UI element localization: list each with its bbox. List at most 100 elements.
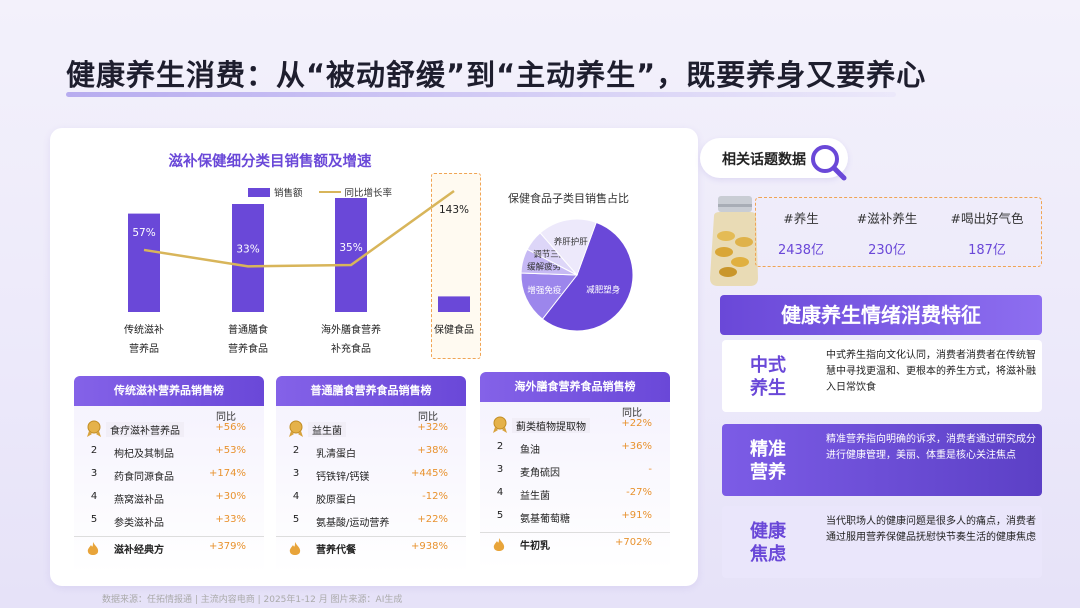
feature-tag-line2: 营养 — [750, 462, 786, 483]
rank-number: 4 — [496, 487, 504, 498]
category-label: 普通膳食 营养食品 — [228, 325, 268, 355]
medal-icon — [87, 420, 101, 437]
growth-line — [143, 189, 455, 268]
bar-chart-title: 滋补保健细分类目销售额及增速 — [168, 154, 372, 170]
rank-name: 食疗滋补营养品 — [106, 422, 184, 437]
ranking-row: 3 麦角硫因 - — [480, 460, 670, 482]
rank-number: 3 — [496, 464, 504, 475]
ranking-row: 4 胶原蛋白 -12% — [276, 487, 466, 509]
rank-yoy: +445% — [411, 468, 448, 479]
pie-chart-title: 保健食品子类目销售占比 — [508, 192, 629, 205]
hot-yoy: +702% — [615, 537, 652, 548]
topic-stat-1: #养生 2438亿 — [756, 208, 846, 258]
legend-line-swatch — [318, 190, 341, 194]
ranking-hot-row: 滋补经典方 +379% — [74, 536, 264, 562]
rank-number: 5 — [90, 514, 98, 525]
rank-yoy: +22% — [621, 418, 652, 429]
title-underline — [66, 92, 896, 97]
rank-yoy: +53% — [215, 445, 246, 456]
rank-number: 4 — [292, 491, 300, 502]
growth-label: 33% — [236, 243, 259, 255]
feature-tag-line1: 健康 — [750, 521, 786, 542]
topic-value: 187亿 — [968, 243, 1006, 258]
fire-icon — [289, 542, 301, 555]
rank-name: 鱼油 — [520, 445, 540, 456]
rank-name: 药食同源食品 — [114, 472, 174, 483]
rank-yoy: +174% — [209, 468, 246, 479]
feature-tag-line1: 中式 — [750, 355, 786, 376]
bar — [438, 296, 470, 312]
rank-number: 2 — [496, 441, 504, 452]
feature-row-1: 中式 养生 中式养生指向文化认同，消费者消费者在传统智慧中寻找更温和、更根本的养生… — [722, 340, 1042, 412]
rank-number: 3 — [90, 468, 98, 479]
ranking-yoy-header: 同比 — [622, 408, 642, 419]
bar-chart: 57% 33% 35% 143% — [128, 189, 470, 312]
ranking-row: 3 钙铁锌/钙镁 +445% — [276, 464, 466, 486]
ranking-row: 2 鱼油 +36% — [480, 437, 670, 459]
rank-number: 5 — [496, 510, 504, 521]
page-title: 健康养生消费：从“被动舒缓”到“主动养生”，既要养身又要养心 — [66, 58, 927, 92]
ranking-row: 5 氨基葡萄糖 +91% — [480, 506, 670, 528]
main-card: 滋补保健细分类目销售额及增速 销售额 同比增长率 57% 33% 35% 143% 传… — [50, 128, 698, 586]
fire-icon — [493, 538, 505, 551]
topic-tag: #养生 — [783, 211, 819, 226]
rank-name: 胶原蛋白 — [316, 495, 356, 506]
magnifier-icon — [811, 145, 847, 181]
ranking-row: 食疗滋补营养品 +56% — [74, 418, 264, 440]
feature-tag-line2: 养生 — [750, 378, 786, 399]
medal-icon — [289, 420, 303, 437]
rank-number: 2 — [292, 445, 300, 456]
medal-icon — [493, 416, 507, 433]
feature-tag-line2: 焦虑 — [750, 544, 786, 565]
ranking-card: 海外膳食营养食品销售榜 同比 蓟类植物提取物 +22% 2 鱼油 +36% 3 麦角硫因 - 4 益生… — [480, 372, 670, 570]
highlight-box — [431, 173, 481, 359]
hot-name: 滋补经典方 — [114, 545, 164, 556]
feature-tag-line1: 精准 — [750, 439, 786, 460]
topic-value: 2438亿 — [777, 243, 825, 258]
rank-name: 益生菌 — [308, 422, 346, 437]
ranking-row: 5 氨基酸/运动营养 +22% — [276, 510, 466, 532]
ranking-row: 蓟类植物提取物 +22% — [480, 414, 670, 436]
ranking-yoy-header: 同比 — [216, 412, 236, 423]
rank-name: 氨基葡萄糖 — [520, 514, 570, 525]
pie-slice — [541, 221, 634, 332]
rank-yoy: +32% — [417, 422, 448, 433]
rank-number: 5 — [292, 514, 300, 525]
feature-row-3: 健康 焦虑 当代职场人的健康问题是很多人的痛点，消费者通过服用营养保健品抚慰快节奏… — [722, 506, 1042, 578]
category-label: 传统滋补 营养品 — [124, 325, 164, 355]
supplement-bottle-icon — [710, 196, 758, 286]
rank-number: 4 — [90, 491, 98, 502]
topic-tab: 相关话题数据 — [700, 138, 848, 181]
ranking-row: 益生菌 +32% — [276, 418, 466, 440]
ranking-hot-row: 营养代餐 +938% — [276, 536, 466, 562]
rank-yoy: -27% — [626, 487, 652, 498]
legend-line-label: 同比增长率 — [344, 188, 393, 199]
hot-name: 牛初乳 — [520, 541, 550, 552]
rank-yoy: +38% — [417, 445, 448, 456]
rank-yoy: -12% — [422, 491, 448, 502]
topic-stat-2: #滋补养生 230亿 — [842, 208, 932, 258]
pie-label: 养肝护肝 — [554, 237, 589, 248]
bar — [335, 198, 367, 312]
rank-yoy: +91% — [621, 510, 652, 521]
rank-name: 乳清蛋白 — [316, 449, 356, 460]
hot-yoy: +938% — [411, 541, 448, 552]
growth-label: 35% — [339, 242, 362, 254]
pie-label: 调节三高 — [533, 249, 567, 260]
ranking-hot-row: 牛初乳 +702% — [480, 532, 670, 558]
pie-label: 增强免疫 — [527, 285, 562, 296]
ranking-card: 传统滋补营养品销售榜 同比 食疗滋补营养品 +56% 2 枸杞及其制品 +53% 3 药食同源食… — [74, 376, 264, 574]
ranking-title: 传统滋补营养品销售榜 — [74, 376, 264, 406]
hot-name: 营养代餐 — [316, 545, 356, 556]
bar — [232, 204, 264, 312]
ranking-yoy-header: 同比 — [418, 412, 438, 423]
growth-label: 143% — [439, 204, 469, 216]
source-note: 数据来源：任拓情报通 | 主流内容电商 | 2025年1-12 月 图片来源：A… — [102, 595, 403, 605]
growth-label: 57% — [132, 227, 155, 239]
feature-tag: 精准 营养 — [722, 424, 814, 496]
rank-yoy: +56% — [215, 422, 246, 433]
rank-yoy: +36% — [621, 441, 652, 452]
feature-desc: 精准营养指向明确的诉求，消费者通过研究成分进行健康管理，美丽、体重是核心关注焦点 — [826, 434, 1036, 461]
feature-desc: 当代职场人的健康问题是很多人的痛点，消费者通过服用营养保健品抚慰快节奏生活的健康… — [826, 516, 1036, 543]
